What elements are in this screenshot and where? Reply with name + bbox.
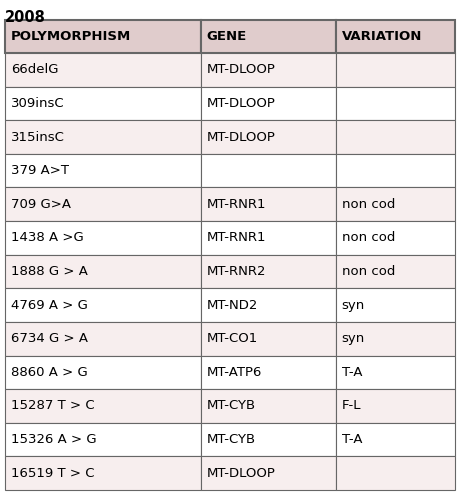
Bar xyxy=(335,221,454,255)
Bar xyxy=(5,456,200,490)
Text: F-L: F-L xyxy=(341,400,360,412)
Text: T-A: T-A xyxy=(341,433,362,446)
Text: syn: syn xyxy=(341,332,364,345)
Text: MT-CYB: MT-CYB xyxy=(206,400,255,412)
Text: MT-DLOOP: MT-DLOOP xyxy=(206,97,275,110)
Text: GENE: GENE xyxy=(206,30,246,43)
Text: non cod: non cod xyxy=(341,231,394,245)
Bar xyxy=(200,456,335,490)
Bar xyxy=(5,322,200,356)
Bar xyxy=(200,53,335,86)
Bar xyxy=(200,322,335,356)
Text: 8860 A > G: 8860 A > G xyxy=(11,366,88,379)
Text: MT-RNR1: MT-RNR1 xyxy=(206,231,266,245)
Bar xyxy=(200,356,335,389)
Text: non cod: non cod xyxy=(341,198,394,211)
Text: MT-ND2: MT-ND2 xyxy=(206,298,257,312)
Bar xyxy=(335,20,454,53)
Bar xyxy=(335,255,454,288)
Bar xyxy=(335,86,454,120)
Text: 6734 G > A: 6734 G > A xyxy=(11,332,88,345)
Bar xyxy=(335,288,454,322)
Text: T-A: T-A xyxy=(341,366,362,379)
Text: MT-DLOOP: MT-DLOOP xyxy=(206,467,275,480)
Bar xyxy=(335,356,454,389)
Bar xyxy=(5,187,200,221)
Bar xyxy=(5,389,200,423)
Bar xyxy=(335,187,454,221)
Bar xyxy=(200,288,335,322)
Bar xyxy=(5,20,200,53)
Text: 66delG: 66delG xyxy=(11,63,58,76)
Text: 16519 T > C: 16519 T > C xyxy=(11,467,94,480)
Bar xyxy=(5,288,200,322)
Text: 315insC: 315insC xyxy=(11,130,65,144)
Text: MT-DLOOP: MT-DLOOP xyxy=(206,130,275,144)
Bar xyxy=(200,86,335,120)
Text: 309insC: 309insC xyxy=(11,97,64,110)
Text: MT-ATP6: MT-ATP6 xyxy=(206,366,262,379)
Text: VARIATION: VARIATION xyxy=(341,30,421,43)
Bar xyxy=(200,187,335,221)
Bar xyxy=(335,154,454,187)
Text: MT-DLOOP: MT-DLOOP xyxy=(206,63,275,76)
Bar xyxy=(200,20,335,53)
Text: 1888 G > A: 1888 G > A xyxy=(11,265,88,278)
Bar xyxy=(200,221,335,255)
Bar xyxy=(200,255,335,288)
Bar xyxy=(5,356,200,389)
Text: MT-CYB: MT-CYB xyxy=(206,433,255,446)
Text: 379 A>T: 379 A>T xyxy=(11,164,69,177)
Bar xyxy=(200,154,335,187)
Bar xyxy=(335,53,454,86)
Bar xyxy=(335,423,454,456)
Bar xyxy=(335,322,454,356)
Text: 2008: 2008 xyxy=(5,10,46,25)
Text: non cod: non cod xyxy=(341,265,394,278)
Text: MT-RNR2: MT-RNR2 xyxy=(206,265,266,278)
Bar xyxy=(335,120,454,154)
Text: MT-CO1: MT-CO1 xyxy=(206,332,257,345)
Bar xyxy=(5,53,200,86)
Bar xyxy=(5,154,200,187)
Bar xyxy=(335,456,454,490)
Bar xyxy=(200,120,335,154)
Bar xyxy=(200,423,335,456)
Text: 709 G>A: 709 G>A xyxy=(11,198,71,211)
Bar xyxy=(5,255,200,288)
Text: 4769 A > G: 4769 A > G xyxy=(11,298,88,312)
Text: MT-RNR1: MT-RNR1 xyxy=(206,198,266,211)
Bar xyxy=(200,389,335,423)
Bar xyxy=(5,423,200,456)
Text: POLYMORPHISM: POLYMORPHISM xyxy=(11,30,131,43)
Text: 15326 A > G: 15326 A > G xyxy=(11,433,96,446)
Text: syn: syn xyxy=(341,298,364,312)
Bar xyxy=(5,86,200,120)
Text: 15287 T > C: 15287 T > C xyxy=(11,400,95,412)
Bar xyxy=(5,120,200,154)
Text: 1438 A >G: 1438 A >G xyxy=(11,231,84,245)
Bar xyxy=(5,221,200,255)
Bar xyxy=(335,389,454,423)
